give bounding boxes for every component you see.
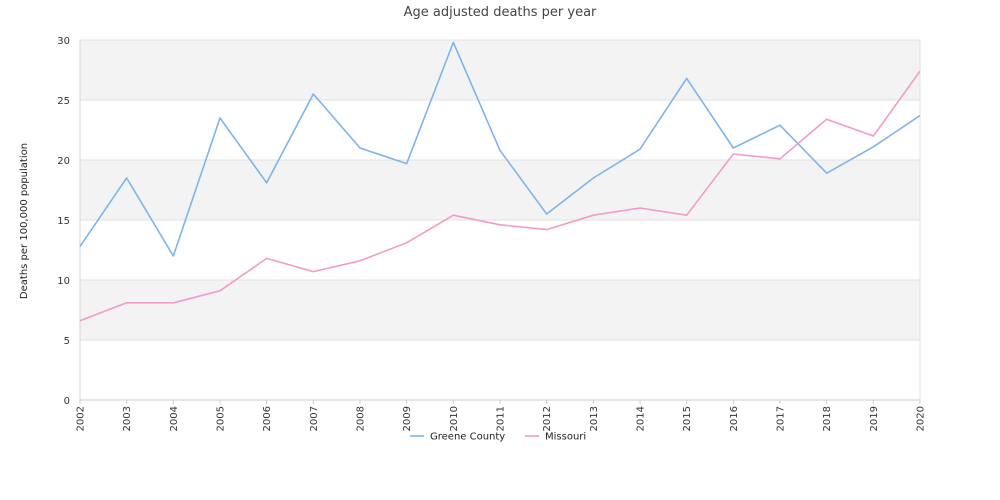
legend: Greene County Missouri xyxy=(410,432,586,443)
x-tick-label: 2014 xyxy=(636,406,647,431)
x-tick-label: 2002 xyxy=(76,406,87,431)
y-tick-label: 0 xyxy=(64,396,70,407)
y-tick-label: 15 xyxy=(57,216,70,227)
x-tick-label: 2015 xyxy=(682,406,693,431)
x-tick-label: 2013 xyxy=(589,406,600,431)
y-tick-label: 30 xyxy=(57,36,70,47)
x-tick-label: 2016 xyxy=(729,406,740,431)
x-tick-label: 2008 xyxy=(356,406,367,431)
x-tick-label: 2020 xyxy=(916,406,927,431)
plot-band xyxy=(80,40,920,100)
x-tick-label: 2003 xyxy=(122,406,133,431)
x-tick-label: 2005 xyxy=(216,406,227,431)
x-tick-label: 2009 xyxy=(402,406,413,431)
x-tick-label: 2011 xyxy=(496,406,507,431)
x-axis-ticks: 2002 2003 2004 2005 2006 2007 2008 2009 2010 2011… xyxy=(76,400,927,431)
y-tick-label: 20 xyxy=(57,156,70,167)
x-tick-label: 2004 xyxy=(169,406,180,431)
series-lines xyxy=(79,41,921,322)
x-tick-label: 2012 xyxy=(542,406,553,431)
x-tick-label: 2018 xyxy=(822,406,833,431)
y-tick-label: 5 xyxy=(64,336,70,347)
x-tick-label: 2019 xyxy=(869,406,880,431)
series-line xyxy=(79,41,921,257)
x-tick-label: 2007 xyxy=(309,406,320,431)
y-axis-label: Deaths per 100,000 population xyxy=(19,143,30,299)
legend-item[interactable]: Greene County xyxy=(430,432,505,443)
y-tick-label: 10 xyxy=(57,276,70,287)
y-axis-ticks: 0 5 10 15 20 25 30 xyxy=(57,36,70,407)
x-tick-label: 2006 xyxy=(262,406,273,431)
y-tick-label: 25 xyxy=(57,96,70,107)
x-tick-label: 2017 xyxy=(776,406,787,431)
legend-item[interactable]: Missouri xyxy=(545,432,586,443)
series-line xyxy=(79,70,921,322)
plot-band xyxy=(80,220,920,280)
plot-band xyxy=(80,340,920,400)
chart-title: Age adjusted deaths per year xyxy=(404,5,597,20)
x-tick-label: 2010 xyxy=(449,406,460,431)
plot-band xyxy=(80,280,920,340)
plot-band xyxy=(80,160,920,220)
